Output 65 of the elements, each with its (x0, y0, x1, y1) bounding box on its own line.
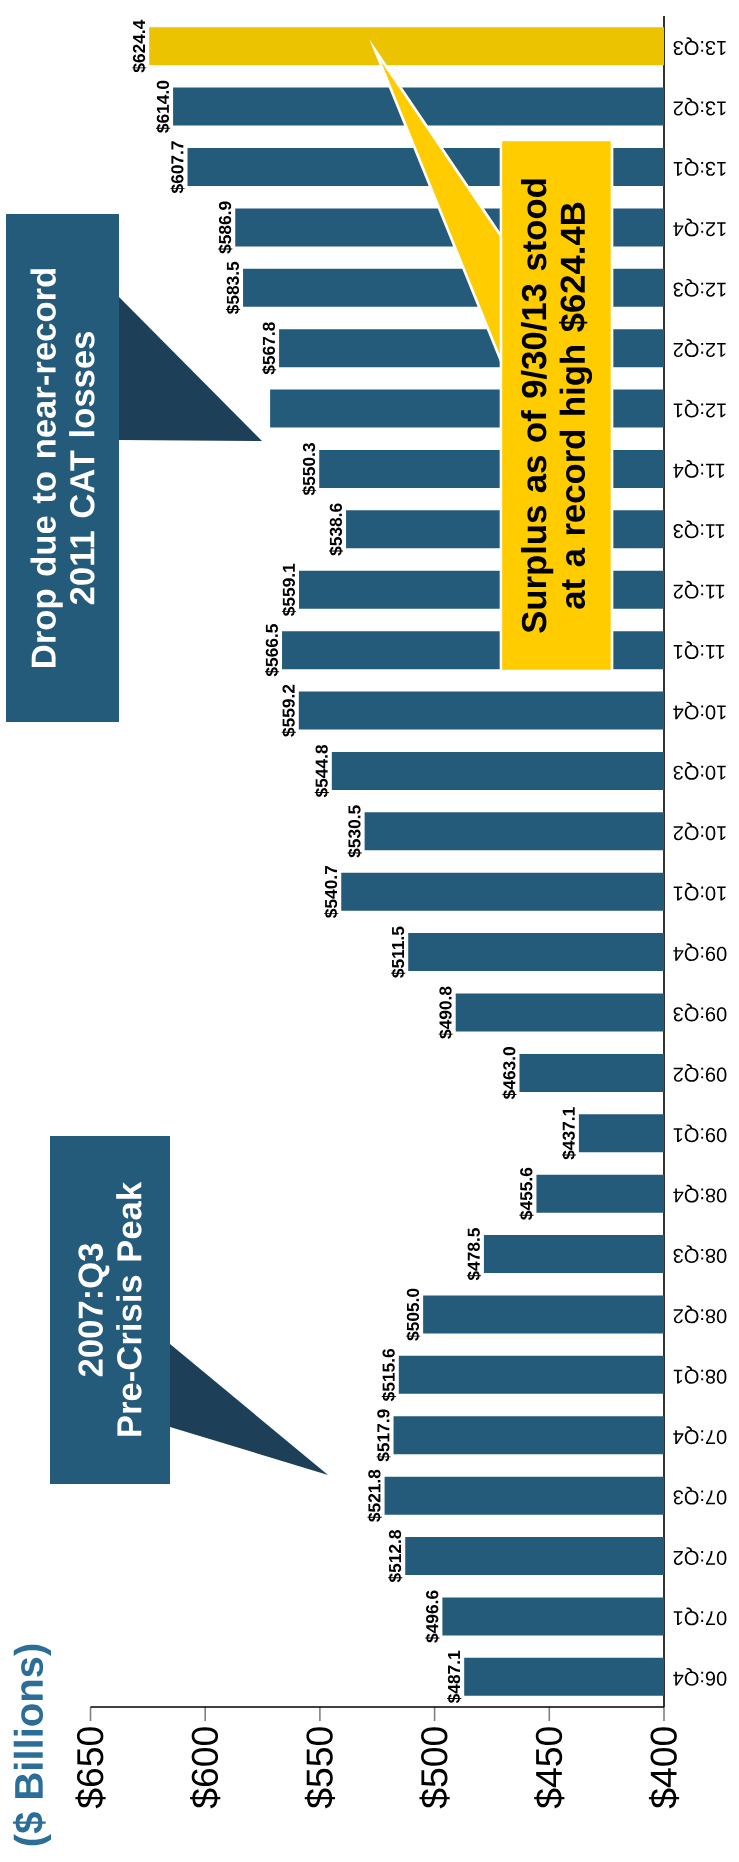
x-tick-label: $450 (534, 1727, 565, 1809)
y-tick-label: 07:Q1 (673, 1607, 727, 1626)
data-label: $544.8 (314, 744, 329, 798)
y-tick-label: 11:Q2 (673, 580, 725, 599)
x-tick-label: $550 (304, 1727, 336, 1809)
data-label: $559.1 (281, 563, 297, 617)
data-label: $607.7 (170, 141, 185, 194)
data-label: $490.8 (438, 986, 453, 1039)
data-label: $538.6 (328, 503, 344, 556)
data-label: $559.2 (281, 684, 296, 737)
y-tick-label: 07:Q2 (673, 1547, 727, 1565)
y-tick-label: 11:Q1 (673, 641, 725, 660)
y-tick-label: 09:Q4 (673, 943, 727, 961)
data-label: $512.8 (388, 1530, 403, 1583)
data-label: $586.9 (218, 201, 233, 254)
y-tick-label: 08:Q1 (673, 1365, 727, 1384)
annotation: 2007:Q3 Pre-Crisis Peak (78, 1181, 142, 1436)
y-tick-label: 08:Q4 (673, 1184, 727, 1203)
y-tick-label: 07:Q4 (673, 1426, 727, 1445)
y-tick-label: 09:Q2 (673, 1064, 727, 1082)
y-tick-label: 08:Q3 (673, 1245, 727, 1263)
y-tick-label: 11:Q3 (673, 520, 725, 539)
y-tick-label: 10:Q4 (673, 701, 726, 720)
y-tick-label: 10:Q2 (673, 822, 726, 841)
y-tick-label: 12:Q4 (673, 218, 726, 237)
data-label: $487.1 (447, 1650, 462, 1704)
x-tick-label: $400 (648, 1727, 680, 1809)
data-label: $478.5 (466, 1228, 481, 1281)
x-tick-label: $600 (190, 1727, 221, 1809)
y-tick-label: 12:Q3 (673, 278, 726, 297)
y-tick-label: 13:Q2 (673, 97, 726, 116)
data-label: $583.5 (225, 261, 241, 315)
data-label: $521.8 (367, 1469, 382, 1522)
y-tick-label: 09:Q3 (673, 1003, 727, 1022)
data-label: $530.5 (347, 805, 362, 858)
y-tick-label: 08:Q2 (673, 1305, 727, 1324)
data-label: $517.9 (376, 1409, 391, 1462)
x-tick-label: $500 (419, 1727, 450, 1809)
x-tick-label: $650 (75, 1727, 106, 1809)
data-label: $496.6 (425, 1590, 440, 1643)
data-label: $614.0 (156, 80, 171, 133)
y-tick-label: 10:Q3 (673, 762, 726, 780)
y-tick-label: 12:Q2 (673, 339, 726, 358)
data-label: $515.6 (381, 1348, 396, 1402)
data-label: $511.5 (391, 926, 406, 978)
y-tick-label: 07:Q3 (673, 1486, 727, 1505)
data-label: $455.6 (519, 1167, 534, 1220)
y-tick-label: 11:Q4 (673, 460, 725, 478)
y-tick-label: 13:Q1 (673, 158, 726, 176)
data-label: $550.3 (302, 443, 317, 496)
y-tick-label: 10:Q1 (673, 882, 726, 901)
y-tick-label: 13:Q3 (673, 37, 726, 56)
data-label: $624.4 (132, 19, 147, 73)
data-label: $437.1 (561, 1107, 576, 1160)
text: ($ Billions) (13, 1644, 51, 1846)
y-tick-label: 09:Q1 (673, 1124, 727, 1143)
data-label: $463.0 (502, 1047, 517, 1100)
annotation: Drop due to near-record 2011 CAT losses (30, 269, 95, 667)
data-label: $567.8 (261, 322, 277, 375)
data-label: $566.5 (264, 624, 280, 677)
y-tick-label: 12:Q1 (673, 399, 726, 418)
data-label: $505.0 (406, 1288, 421, 1341)
annotation: Surplus as of 9/30/13 stood at a record high $624.4B (520, 179, 593, 633)
data-label: $540.7 (324, 865, 339, 918)
y-tick-label: 06:Q4 (673, 1667, 727, 1686)
